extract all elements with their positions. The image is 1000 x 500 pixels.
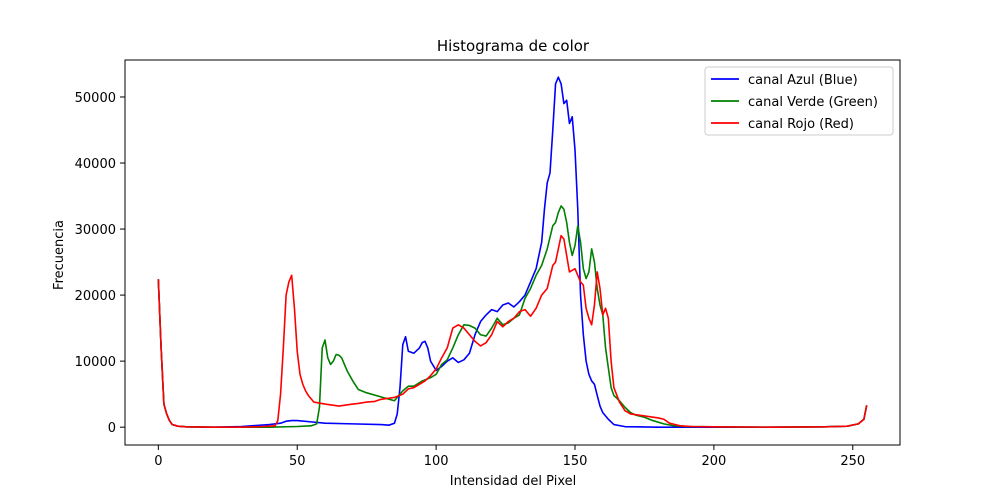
x-tick-label: 150: [563, 454, 588, 469]
legend-box: [704, 66, 894, 136]
x-tick-label: 100: [424, 454, 449, 469]
x-axis-ticks: 0 50 100 150 200 250: [154, 445, 865, 469]
legend: canal Azul (Blue) canal Verde (Green) cana…: [704, 66, 894, 136]
y-tick-label: 0: [108, 421, 116, 436]
legend-label-1: canal Verde (Green): [748, 95, 878, 110]
legend-label-2: canal Rojo (Red): [748, 117, 854, 132]
x-tick-label: 250: [840, 454, 865, 469]
x-tick-label: 0: [154, 454, 162, 469]
series-layer: [157, 76, 868, 428]
y-tick-label: 40000: [75, 157, 116, 172]
y-tick-label: 30000: [75, 223, 116, 238]
series-line-2: [157, 234, 868, 428]
x-tick-label: 200: [701, 454, 726, 469]
y-tick-label: 20000: [75, 289, 116, 304]
series-line-0: [157, 76, 868, 428]
x-axis-label: Intensidad del Pixel: [450, 474, 576, 489]
y-axis-ticks: 0 10000 20000 30000 40000 50000: [75, 91, 125, 436]
x-tick-label: 50: [289, 454, 306, 469]
plot-area-frame: [124, 59, 901, 446]
y-tick-label: 10000: [75, 355, 116, 370]
y-tick-label: 50000: [75, 91, 116, 106]
legend-label-0: canal Azul (Blue): [748, 73, 858, 88]
chart-title: Histograma de color: [437, 37, 590, 55]
y-axis-label: Frecuencia: [52, 220, 67, 290]
series-line-1: [157, 205, 868, 428]
